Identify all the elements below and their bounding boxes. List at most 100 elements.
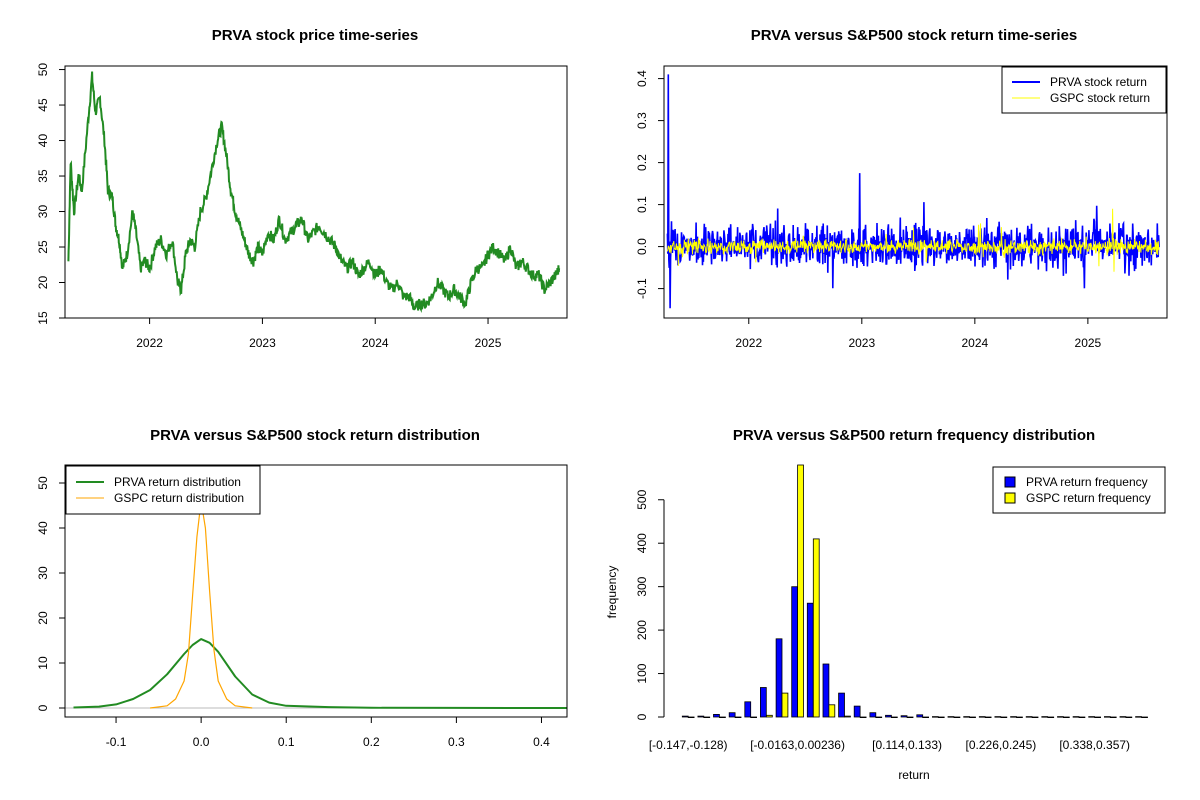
freq-gspc-bar (1000, 716, 1008, 719)
freq-prva-bar (744, 701, 752, 718)
returns-title: PRVA versus S&P500 stock return time-ser… (751, 27, 1078, 44)
price-x-tick-label: 2025 (475, 336, 502, 350)
frequency-xlabel: return (898, 768, 929, 782)
price-title: PRVA stock price time-series (212, 27, 418, 44)
freq-prva-bar (1104, 716, 1111, 718)
price-x-tick-label: 2024 (362, 336, 389, 350)
frequency-legend-gspc-swatch (1004, 492, 1016, 504)
frequency-legend: PRVA return frequency GSPC return freque… (992, 466, 1166, 514)
frequency-legend-prva-label: PRVA return frequency (1026, 475, 1148, 489)
freq-prva-bar (713, 714, 720, 718)
freq-gspc-bar (781, 692, 789, 718)
freq-x-tick-label: [-0.0163,0.00236) (750, 738, 845, 752)
freq-prva-bar (1010, 716, 1017, 718)
freq-prva-bar (775, 638, 783, 718)
freq-prva-bar (916, 714, 924, 718)
freq-prva-bar (791, 586, 799, 718)
freq-gspc-bar (1094, 716, 1101, 719)
price-y-tick-label: 25 (36, 240, 50, 254)
freq-gspc-bar (1016, 716, 1023, 719)
freq-gspc-bar (719, 716, 726, 719)
freq-gspc-bar (1109, 716, 1117, 719)
frequency-title: PRVA versus S&P500 return frequency dist… (733, 427, 1095, 444)
returns-gspc-line (666, 208, 1160, 272)
freq-gspc-bar (703, 716, 711, 719)
frequency-legend-prva-swatch (1004, 476, 1016, 488)
freq-y-tick-label: 300 (635, 576, 649, 596)
returns-y-tick-label: -0.1 (635, 278, 649, 299)
density-x-tick-label: 0.0 (193, 735, 210, 749)
freq-x-tick-label: [0.338,0.357) (1059, 738, 1130, 752)
freq-prva-bar (728, 712, 736, 718)
density-prva-curve (73, 638, 568, 709)
freq-gspc-bar (953, 716, 961, 719)
density-y-tick-label: 0 (36, 704, 50, 711)
price-panel: PRVA stock price time-series 2022 2023 202… (36, 27, 568, 350)
frequency-ylabel: frequency (605, 566, 619, 619)
freq-prva-bar (1072, 716, 1080, 718)
frequency-panel: PRVA versus S&P500 return frequency dist… (605, 427, 1166, 782)
density-x-tick-label: 0.1 (278, 735, 295, 749)
freq-gspc-bar (969, 716, 976, 719)
density-x-tick-label: -0.1 (106, 735, 127, 749)
density-legend: PRVA return distribution GSPC return dis… (65, 465, 261, 515)
density-title: PRVA versus S&P500 stock return distribu… (150, 427, 480, 444)
freq-gspc-bar (891, 716, 898, 719)
freq-y-tick-label: 100 (635, 663, 649, 683)
price-plot-frame (64, 65, 568, 319)
freq-prva-bar (932, 716, 939, 718)
returns-legend: PRVA stock return GSPC stock return (1001, 66, 1167, 114)
price-x-tick-label: 2023 (249, 336, 276, 350)
freq-prva-bar (947, 716, 955, 718)
price-x-tick-label: 2022 (136, 336, 163, 350)
price-y-tick-label: 15 (36, 311, 50, 325)
freq-gspc-bar (687, 716, 695, 719)
returns-y-tick-label: 0.2 (635, 154, 649, 171)
density-x-tick-label: 0.4 (533, 735, 550, 749)
freq-prva-bar (806, 602, 814, 718)
freq-y-tick-label: 0 (635, 713, 649, 720)
freq-prva-bar (1119, 716, 1127, 718)
returns-panel: PRVA versus S&P500 stock return time-ser… (635, 27, 1168, 350)
freq-gspc-bar (1063, 716, 1070, 719)
returns-x-tick-label: 2022 (735, 336, 762, 350)
freq-gspc-bar (906, 716, 914, 719)
density-x-tick-label: 0.3 (448, 735, 465, 749)
freq-prva-bar (994, 716, 1002, 718)
freq-x-tick-label: [0.226,0.245) (966, 738, 1037, 752)
price-y-tick-label: 50 (36, 63, 50, 77)
returns-x-tick-label: 2023 (848, 336, 875, 350)
returns-y-tick-label: 0.0 (635, 238, 649, 255)
freq-prva-bar (760, 687, 767, 718)
freq-prva-bar (697, 715, 705, 718)
freq-gspc-bar (875, 716, 883, 719)
freq-gspc-bar (797, 464, 804, 718)
freq-prva-bar (1088, 716, 1095, 718)
freq-gspc-bar (812, 538, 820, 718)
returns-y-tick-label: 0.3 (635, 112, 649, 129)
price-y-tick-label: 45 (36, 98, 50, 112)
density-legend-box (65, 465, 261, 515)
freq-prva-bar (885, 714, 892, 718)
freq-gspc-bar (1078, 716, 1086, 719)
freq-y-tick-label: 200 (635, 620, 649, 640)
freq-gspc-bar (922, 716, 930, 719)
freq-prva-bar (963, 716, 971, 718)
price-series-line (67, 71, 561, 314)
density-y-tick-label: 10 (36, 656, 50, 670)
density-y-tick-label: 30 (36, 566, 50, 580)
freq-gspc-bar (984, 716, 992, 719)
freq-prva-bar (681, 715, 689, 718)
freq-gspc-bar (844, 715, 851, 718)
density-y-tick-label: 20 (36, 611, 50, 625)
freq-x-tick-label: [0.114,0.133) (872, 738, 942, 752)
frequency-legend-gspc-label: GSPC return frequency (1026, 491, 1151, 505)
freq-prva-bar (900, 715, 908, 718)
freq-y-tick-label: 500 (635, 489, 649, 509)
freq-prva-bar (1025, 716, 1033, 718)
freq-gspc-bar (828, 704, 836, 718)
returns-y-tick-label: 0.1 (635, 196, 649, 213)
price-y-tick-label: 35 (36, 169, 50, 183)
freq-gspc-bar (1141, 716, 1148, 719)
